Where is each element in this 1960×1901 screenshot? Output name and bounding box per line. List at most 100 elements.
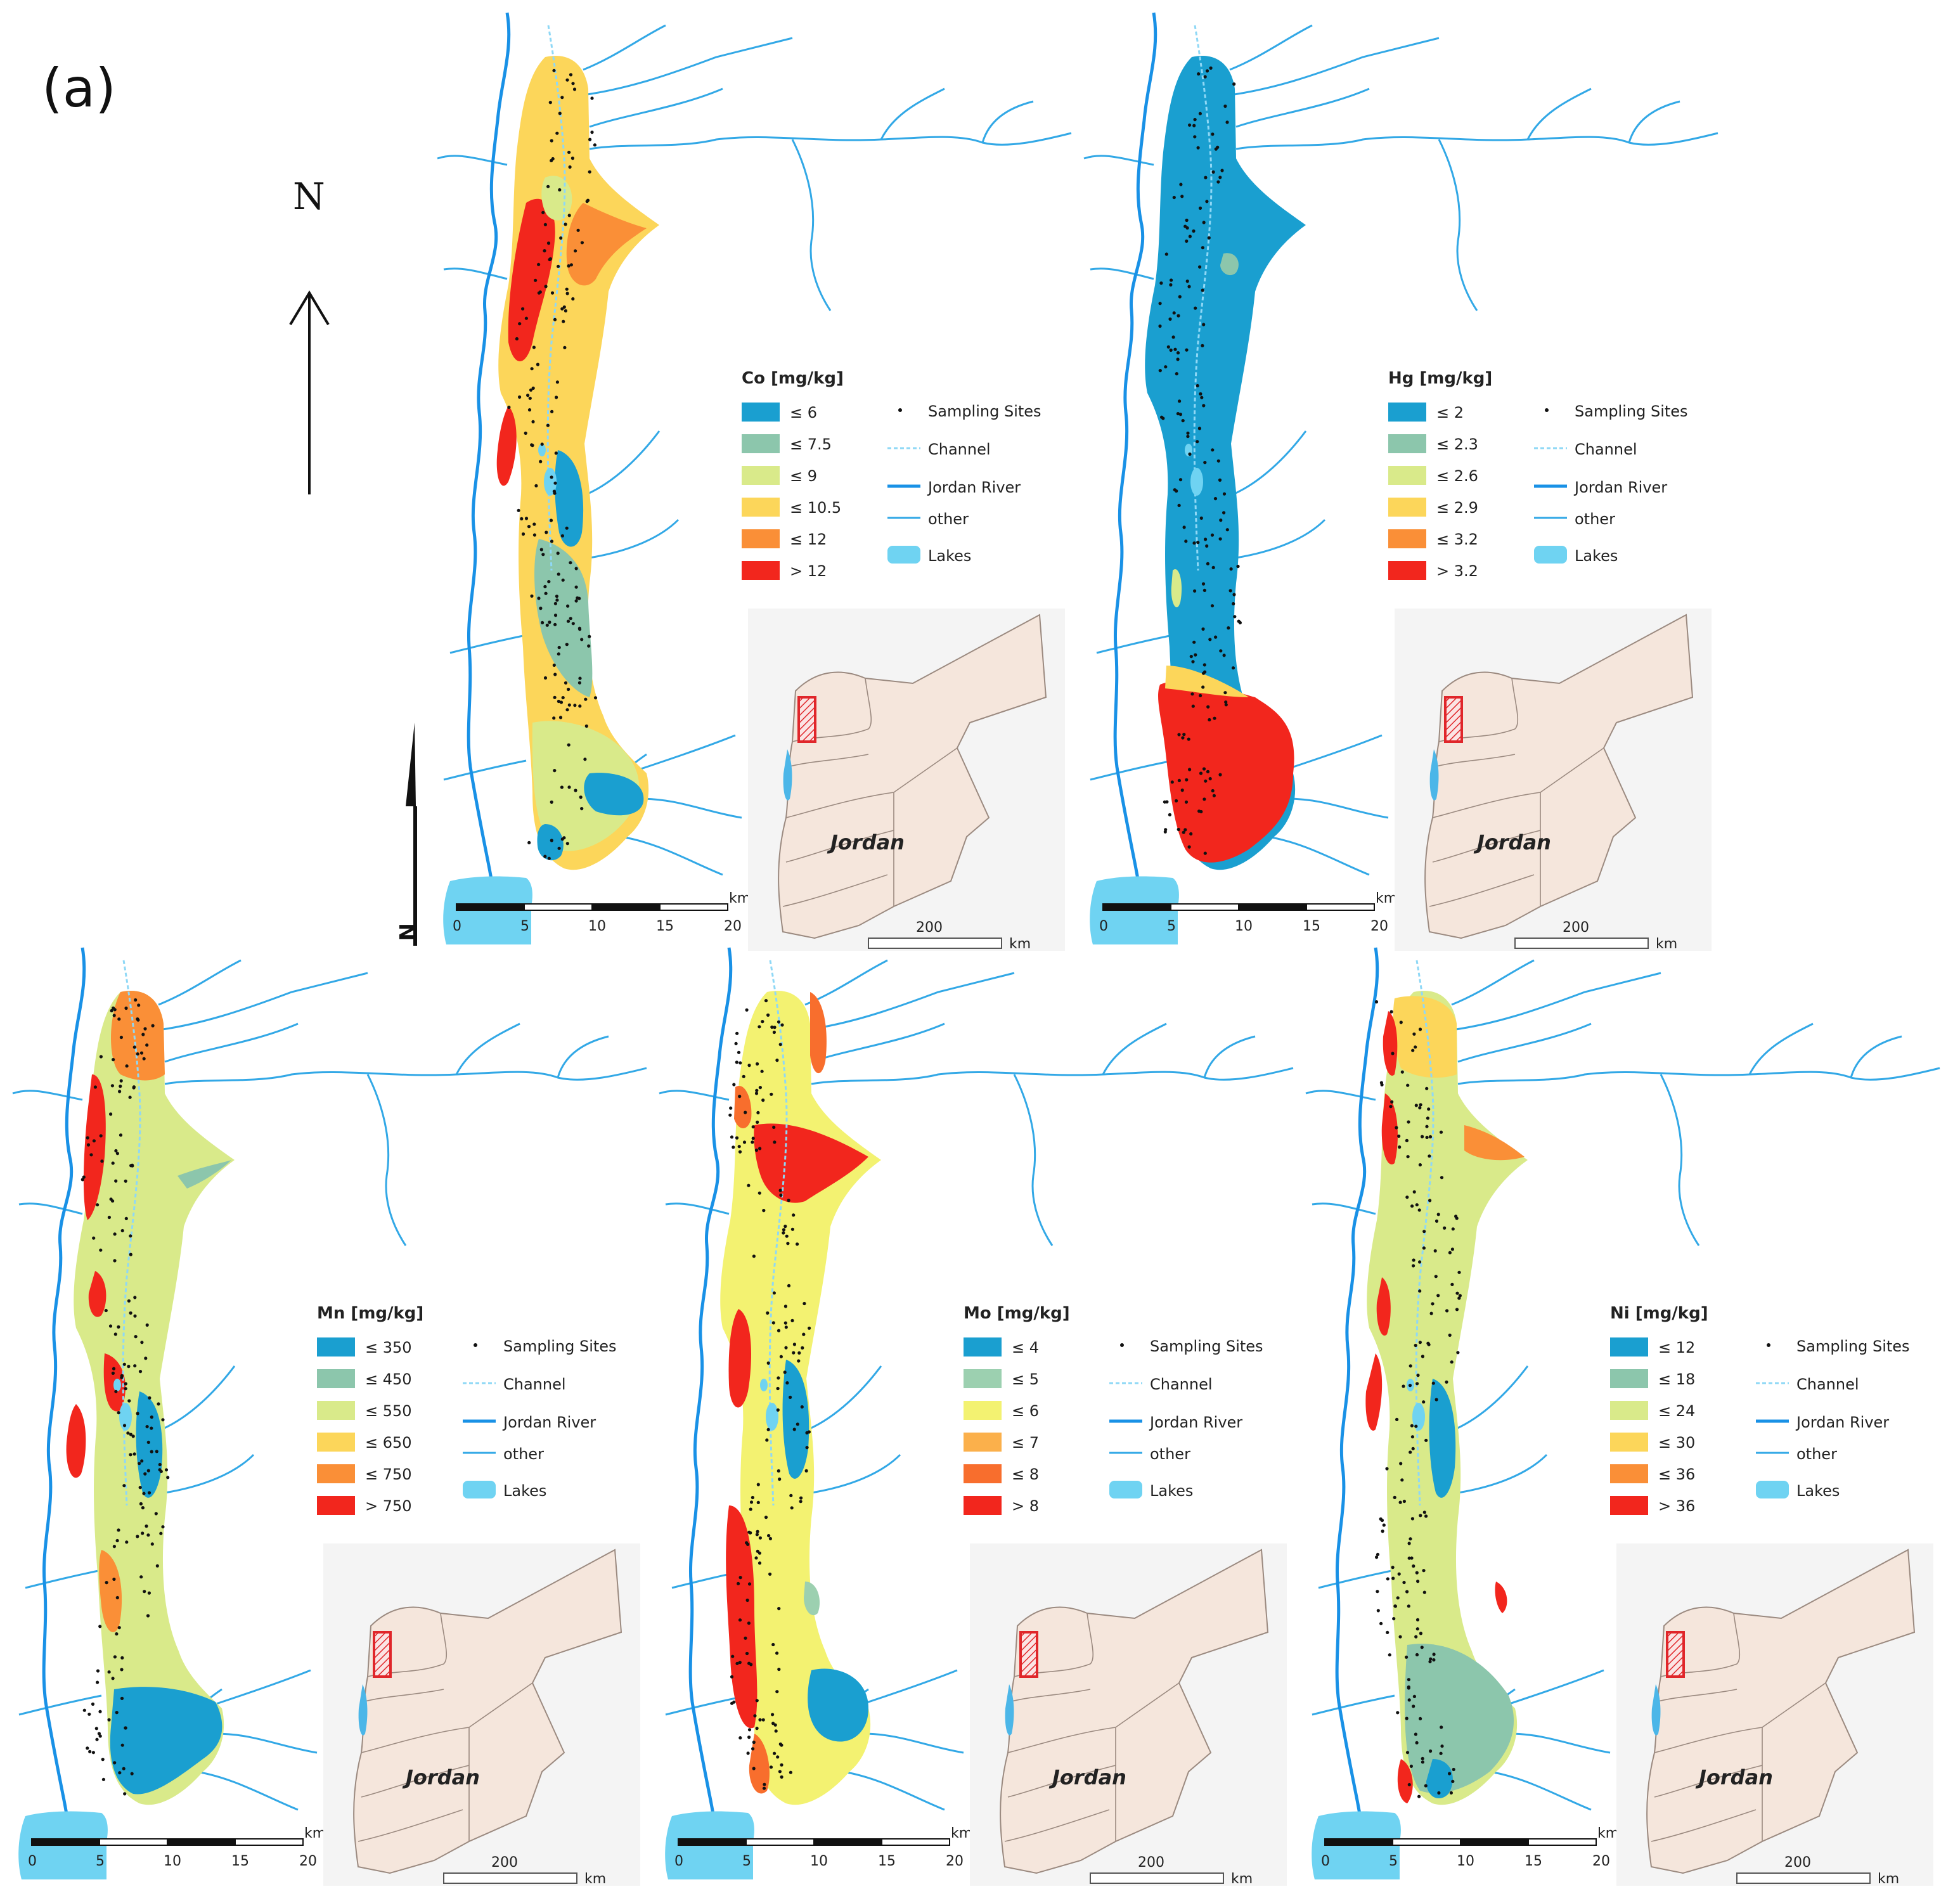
inset-map: Jordan 200 km <box>970 1543 1287 1887</box>
sampling-site <box>1169 348 1173 352</box>
sampling-site <box>1201 246 1204 250</box>
sampling-site <box>539 460 543 463</box>
sampling-site <box>1452 1767 1455 1772</box>
sampling-site <box>140 1341 144 1344</box>
sampling-site <box>1455 1308 1459 1311</box>
sampling-site <box>738 1576 742 1580</box>
sampling-site <box>577 681 581 685</box>
sampling-sites <box>1158 66 1242 855</box>
sampling-site <box>98 1734 102 1738</box>
zone-class-6 <box>1365 1353 1383 1431</box>
sampling-site <box>1390 1100 1394 1104</box>
sampling-site <box>730 1701 734 1705</box>
scale-tick: 10 <box>588 918 606 934</box>
sampling-site <box>1393 1604 1397 1608</box>
sampling-site <box>530 367 534 371</box>
sampling-site <box>548 621 551 624</box>
sampling-site <box>129 1253 132 1256</box>
sampling-site <box>583 757 587 761</box>
legend-lakes: Lakes <box>928 547 971 565</box>
sampling-site <box>555 595 558 598</box>
map-north-arrow-label: N <box>394 923 419 941</box>
sampling-site <box>143 1472 147 1476</box>
sampling-site <box>766 1311 770 1315</box>
sampling-site <box>588 170 591 174</box>
sampling-site <box>1422 1511 1426 1514</box>
sampling-site <box>1386 1630 1389 1634</box>
sampling-site <box>1439 1751 1443 1755</box>
sampling-site <box>561 578 565 582</box>
sampling-site <box>1379 1517 1383 1521</box>
sampling-site <box>1192 124 1196 127</box>
sampling-site <box>527 408 532 412</box>
sampling-site <box>1185 280 1189 283</box>
scale-tick: 5 <box>96 1853 105 1869</box>
sampling-site <box>1201 344 1204 347</box>
sampling-site <box>98 1710 102 1713</box>
sampling-site <box>766 1013 770 1017</box>
sampling-site <box>112 1014 116 1017</box>
scale-tick: 10 <box>164 1853 181 1869</box>
sampling-site <box>1405 1655 1409 1659</box>
sampling-site <box>778 1742 782 1746</box>
sampling-site <box>132 1085 136 1089</box>
zone-class-4 <box>1165 666 1249 697</box>
sampling-site <box>1400 1478 1404 1482</box>
sampling-site <box>531 420 535 423</box>
legend-swatch <box>1388 498 1426 517</box>
sampling-site <box>1455 1291 1459 1295</box>
sampling-site <box>1391 1566 1395 1569</box>
sampling-site <box>1399 1462 1403 1466</box>
scale-tick: 5 <box>742 1853 751 1869</box>
sampling-site <box>744 1636 747 1640</box>
zone-class-2 <box>804 1582 820 1616</box>
sampling-site <box>148 1396 152 1400</box>
legend-swatch <box>317 1496 355 1515</box>
sampling-site <box>1206 705 1210 709</box>
sampling-site <box>776 1386 780 1391</box>
sampling-site <box>580 241 584 245</box>
sampling-site <box>1185 778 1189 782</box>
sampling-site <box>524 517 529 520</box>
sampling-site <box>569 73 573 77</box>
sampling-site <box>1208 638 1212 641</box>
sampling-site <box>99 1055 103 1059</box>
sampling-site <box>553 695 557 699</box>
sampling-site <box>1434 1275 1438 1279</box>
sampling-site <box>545 531 548 534</box>
sampling-site <box>1219 649 1223 653</box>
sampling-site <box>541 621 545 624</box>
sampling-site <box>107 1215 111 1220</box>
legend-swatch <box>742 403 780 422</box>
zone-class-4 <box>1393 996 1457 1078</box>
zone-class-5 <box>99 1550 122 1632</box>
sampling-site <box>114 1149 118 1153</box>
inset-map: Jordan 200 km <box>1395 609 1712 952</box>
sampling-site <box>128 1095 132 1099</box>
legend-swatch <box>317 1369 355 1388</box>
sampling-site <box>144 1356 148 1360</box>
sampling-site <box>515 337 519 341</box>
sampling-site <box>145 1524 148 1528</box>
sampling-site <box>1186 431 1190 435</box>
sampling-site <box>593 143 596 147</box>
sampling-site <box>1418 1289 1422 1293</box>
sampling-site <box>1425 1086 1429 1090</box>
sampling-site <box>584 724 588 728</box>
sampling-site <box>1412 1564 1415 1568</box>
sampling-site <box>565 842 569 846</box>
zone-class-3 <box>1171 569 1182 608</box>
sampling-site <box>150 1415 153 1419</box>
sampling-site <box>120 1656 124 1659</box>
sampling-site <box>567 743 571 747</box>
sampling-site <box>1417 1208 1421 1212</box>
sampling-site <box>559 236 563 240</box>
sampling-site <box>566 619 571 623</box>
sampling-site <box>783 1305 787 1308</box>
sampling-site <box>122 1767 126 1770</box>
sampling-site <box>1376 1590 1379 1594</box>
sampling-site <box>1448 1251 1452 1254</box>
sampling-site <box>1418 1341 1422 1344</box>
sampling-site <box>1232 593 1236 596</box>
sampling-site <box>1412 1704 1415 1708</box>
